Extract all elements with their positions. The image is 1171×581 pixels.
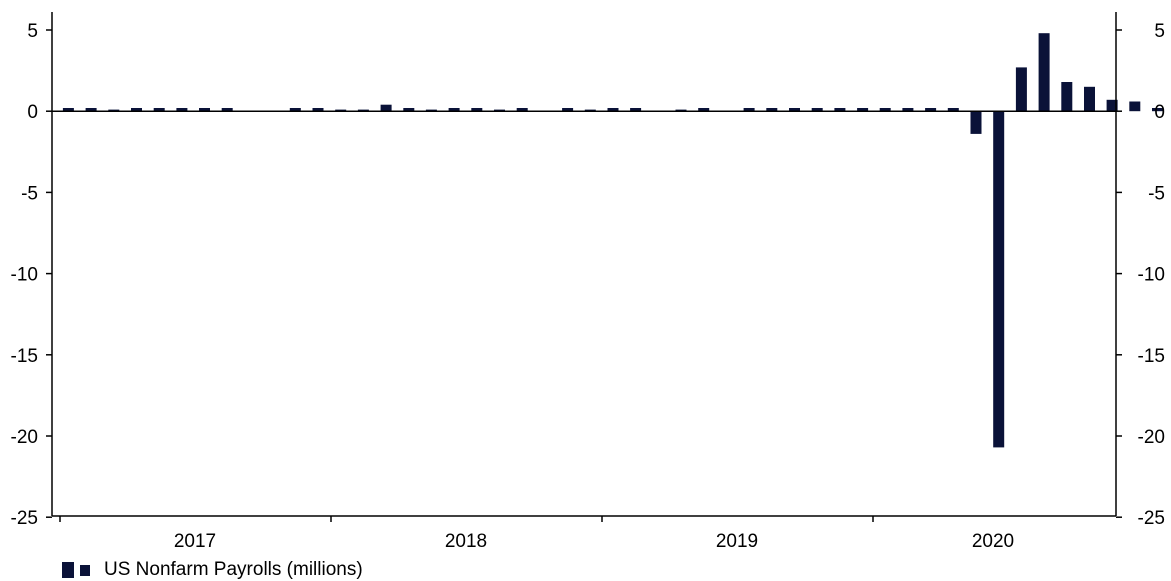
bar [879, 108, 891, 112]
left-tick-label: -5 [21, 183, 38, 204]
bar [516, 108, 528, 112]
x-axis-ticks: 2017 2018 2019 2020 [59, 516, 1014, 552]
right-y-axis-ticks: 5 0 -5 -10 -15 -20 -25 [1116, 21, 1165, 529]
bar-group [62, 33, 1163, 448]
bar [85, 108, 97, 112]
bar [494, 109, 505, 112]
right-tick-label: -20 [1138, 427, 1165, 448]
left-tick-label: 5 [27, 21, 38, 42]
bar [1061, 82, 1073, 112]
bar [789, 108, 800, 112]
left-y-axis-ticks: 5 0 -5 -10 -15 -20 -25 [11, 21, 52, 529]
bar [947, 108, 959, 112]
bar [902, 108, 914, 112]
bar [698, 108, 710, 112]
bar [743, 108, 755, 112]
bar [834, 108, 846, 112]
bar [380, 104, 392, 112]
bar [357, 109, 369, 112]
left-tick-label: -15 [11, 346, 38, 367]
bar [335, 109, 347, 112]
bar [221, 108, 233, 112]
bar [766, 108, 778, 112]
bar [811, 108, 823, 112]
bar [675, 109, 687, 112]
right-tick-label: -25 [1138, 508, 1165, 529]
x-tick-label: 2017 [174, 531, 216, 552]
bar [584, 109, 596, 112]
bar [630, 108, 642, 112]
right-tick-label: -5 [1148, 183, 1165, 204]
bar [857, 108, 869, 112]
bar [153, 108, 165, 112]
right-tick-label: -10 [1138, 265, 1165, 286]
bar [425, 109, 437, 112]
bar [1038, 33, 1050, 112]
bar [925, 108, 937, 112]
bar [1015, 67, 1027, 112]
bar [312, 108, 324, 112]
bar [176, 108, 188, 112]
bar [471, 108, 483, 112]
bar [1152, 108, 1163, 112]
bar [108, 109, 120, 112]
bar [289, 108, 301, 112]
legend: US Nonfarm Payrolls (millions) [62, 559, 363, 580]
chart: 50-5-10-15-20-25 50-5-10-15-20-25 2017 20… [11, 12, 1165, 552]
bar [131, 108, 142, 112]
legend-swatch-small [80, 564, 90, 576]
right-tick-label: 5 [1154, 21, 1165, 42]
legend-swatch-large [62, 562, 74, 578]
right-tick-label: -15 [1138, 346, 1165, 367]
left-tick-label: -25 [11, 508, 38, 529]
bar [1129, 101, 1141, 112]
left-tick-label: -20 [11, 427, 38, 448]
bar [993, 111, 1005, 448]
x-tick-label: 2019 [716, 531, 758, 552]
bar [1106, 99, 1118, 112]
bar [607, 108, 619, 112]
left-tick-label: -10 [11, 265, 38, 286]
legend-label: US Nonfarm Payrolls (millions) [104, 559, 363, 580]
bar [970, 111, 982, 134]
bar [1084, 86, 1095, 112]
bar [403, 108, 415, 112]
right-tick-label: 0 [1154, 102, 1165, 123]
bar [62, 108, 74, 112]
bar [199, 108, 210, 112]
bar [562, 108, 574, 112]
x-tick-label: 2020 [972, 531, 1014, 552]
bar [448, 108, 460, 112]
x-tick-label: 2018 [445, 531, 487, 552]
left-tick-label: 0 [27, 102, 38, 123]
